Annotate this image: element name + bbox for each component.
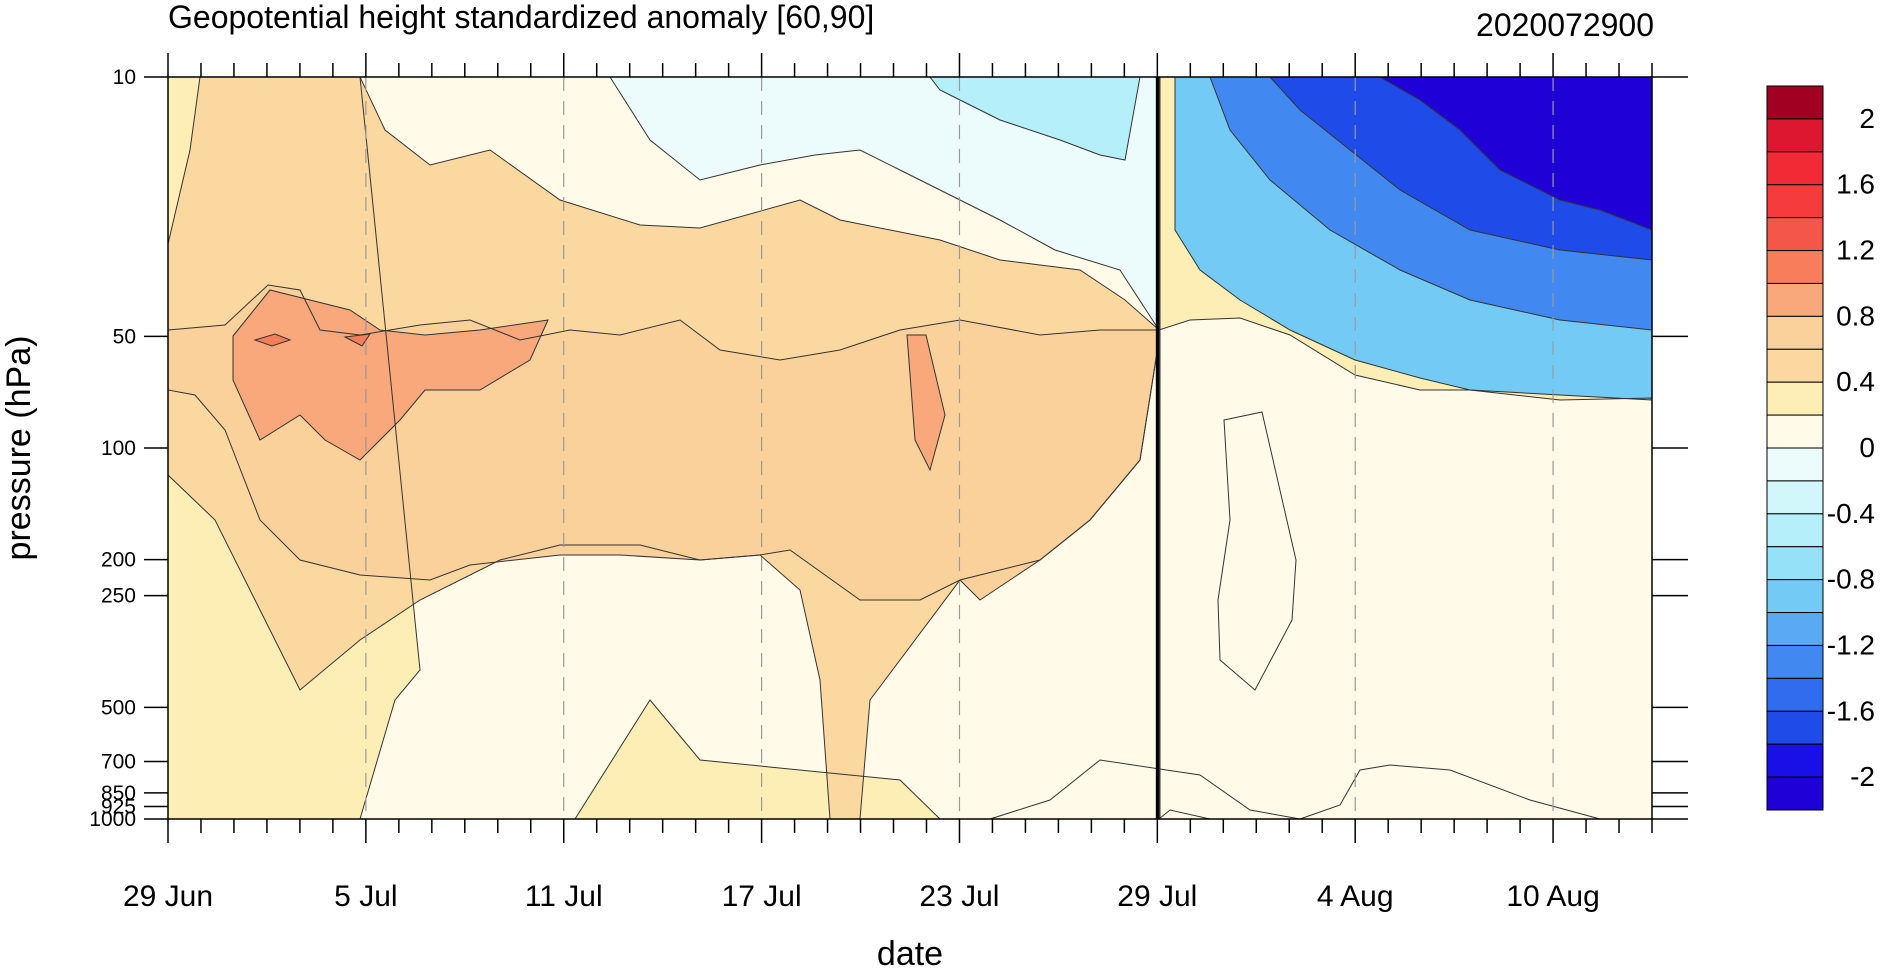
colorbar-swatch [1766, 414, 1824, 449]
x-tick-label: 29 Jun [123, 880, 213, 913]
y-tick-label: 50 [113, 325, 136, 348]
colorbar-swatch [1766, 85, 1824, 120]
y-tick-label: 200 [101, 549, 136, 572]
x-tick-label: 10 Aug [1506, 880, 1599, 913]
colorbar-swatch [1766, 282, 1824, 317]
colorbar-swatch [1766, 480, 1824, 515]
colorbar-swatch [1766, 677, 1824, 712]
colorbar-label: -0.4 [1827, 498, 1875, 529]
contour-fill [1300, 765, 1600, 819]
x-tick-label: 17 Jul [722, 880, 802, 913]
contour-fill [1159, 77, 1652, 819]
contour-fill [1380, 77, 1652, 230]
colorbar-label: -1.6 [1827, 695, 1875, 726]
date-label: 2020072900 [1476, 7, 1654, 43]
contour-fill [907, 335, 945, 470]
y-tick-label: 10 [113, 66, 136, 89]
date-gridlines [365, 77, 1554, 819]
colorbar-label: 0.8 [1836, 300, 1875, 331]
colorbar-label: -2 [1850, 761, 1875, 792]
colorbar: 2 1.6 1.2 0.8 0.4 0 -0.4 -0.8 -1.2 -1.6 -2 [1766, 85, 1875, 811]
colorbar-swatch [1766, 118, 1824, 153]
colorbar-label: 0 [1859, 432, 1875, 463]
colorbar-swatch [1766, 447, 1824, 482]
colorbar-swatch [1766, 184, 1824, 219]
colorbar-swatch [1766, 315, 1824, 350]
contour-line [906, 334, 946, 472]
colorbar-swatch [1766, 743, 1824, 778]
contour-line [1299, 764, 1601, 820]
colorbar-label: 2 [1859, 103, 1875, 134]
contour-line [167, 284, 1160, 601]
colorbar-swatch [1766, 776, 1824, 811]
colorbar-swatch [1766, 348, 1824, 383]
colorbar-swatch [1766, 579, 1824, 614]
x-tick-label: 23 Jul [919, 880, 999, 913]
x-axis-label: date [877, 935, 943, 969]
colorbar-swatch [1766, 381, 1824, 416]
colorbar-label: 1.6 [1836, 169, 1875, 200]
contour-fill [990, 760, 1300, 819]
y-tick-label: 925 [101, 795, 136, 818]
y-axis-label: pressure (hPa) [0, 336, 38, 561]
x-tick-label: 5 Jul [334, 880, 397, 913]
contour-line [359, 76, 1161, 820]
y-tick-label: 500 [101, 696, 136, 719]
contour-line [253, 333, 292, 347]
contour-fill [610, 77, 1159, 330]
x-tick-label: 4 Aug [1317, 880, 1394, 913]
contour-fills [168, 77, 1652, 819]
y-tick-label: 700 [101, 751, 136, 774]
x-tick-label: 29 Jul [1117, 880, 1197, 913]
colorbar-swatch [1766, 217, 1824, 252]
colorbar-label: -0.8 [1827, 564, 1875, 595]
y-tick-label: 1000 [89, 808, 136, 831]
contour-line [609, 76, 1160, 332]
colorbar-label: 1.2 [1836, 235, 1875, 266]
chart-title: Geopotential height standardized anomaly… [168, 0, 874, 35]
colorbar-label: -1.2 [1827, 629, 1875, 660]
y-tick-label: 250 [101, 585, 136, 608]
y-tick-label: 850 [101, 782, 136, 805]
y-tick-label: 100 [101, 437, 136, 460]
contour-line [1217, 411, 1297, 691]
contour-fill [930, 77, 1140, 160]
contour-line [232, 289, 549, 461]
colorbar-swatch [1766, 546, 1824, 581]
contour-line [343, 333, 372, 347]
colorbar-swatch [1766, 250, 1824, 284]
colorbar-swatch [1766, 612, 1824, 646]
colorbar-swatch [1766, 710, 1824, 745]
colorbar-label: 0.4 [1836, 366, 1875, 397]
colorbar-swatch [1766, 513, 1824, 548]
contour-line [928, 76, 1141, 161]
x-axis: 29 Jun 5 Jul 11 Jul 17 Jul 23 Jul 29 Jul 4 Aug… [123, 53, 1653, 913]
colorbar-swatch [1766, 644, 1824, 679]
x-tick-label: 11 Jul [525, 880, 603, 913]
colorbar-swatch [1766, 151, 1824, 186]
